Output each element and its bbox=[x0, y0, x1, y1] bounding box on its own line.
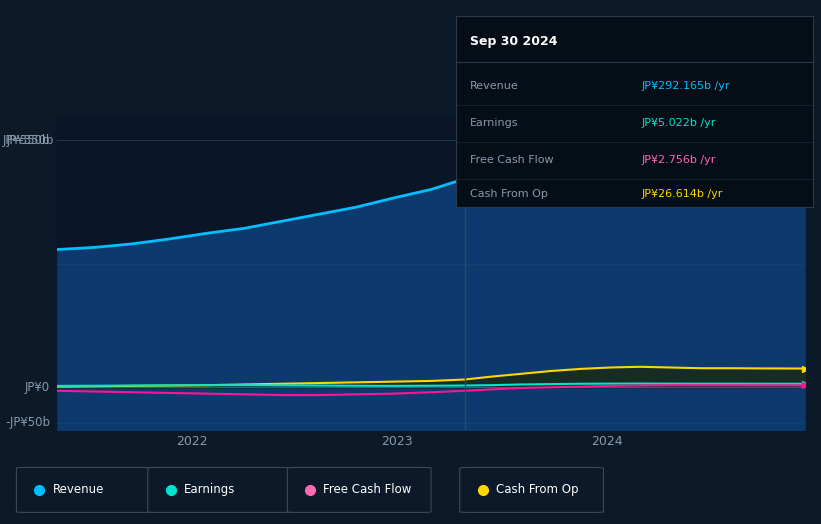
Text: JP¥5.022b /yr: JP¥5.022b /yr bbox=[641, 118, 716, 128]
FancyBboxPatch shape bbox=[16, 467, 160, 512]
Text: JP¥26.614b /yr: JP¥26.614b /yr bbox=[641, 189, 722, 199]
Text: Free Cash Flow: Free Cash Flow bbox=[323, 484, 412, 496]
Text: JP¥350b: JP¥350b bbox=[7, 134, 53, 147]
Text: -JP¥50b: -JP¥50b bbox=[5, 416, 50, 429]
Bar bbox=[465, 115, 805, 430]
Text: Earnings: Earnings bbox=[184, 484, 236, 496]
Text: Cash From Op: Cash From Op bbox=[470, 189, 548, 199]
Text: Past: Past bbox=[771, 125, 797, 138]
FancyBboxPatch shape bbox=[460, 467, 603, 512]
Text: JP¥0: JP¥0 bbox=[25, 381, 50, 394]
Text: Earnings: Earnings bbox=[470, 118, 518, 128]
Text: Revenue: Revenue bbox=[470, 81, 519, 91]
Text: JP¥350b: JP¥350b bbox=[2, 134, 50, 147]
Text: JP¥292.165b /yr: JP¥292.165b /yr bbox=[641, 81, 730, 91]
Text: Sep 30 2024: Sep 30 2024 bbox=[470, 35, 557, 48]
FancyBboxPatch shape bbox=[148, 467, 291, 512]
Text: Free Cash Flow: Free Cash Flow bbox=[470, 155, 553, 165]
FancyBboxPatch shape bbox=[287, 467, 431, 512]
Text: Revenue: Revenue bbox=[53, 484, 104, 496]
Text: JP¥2.756b /yr: JP¥2.756b /yr bbox=[641, 155, 716, 165]
Text: Cash From Op: Cash From Op bbox=[496, 484, 578, 496]
